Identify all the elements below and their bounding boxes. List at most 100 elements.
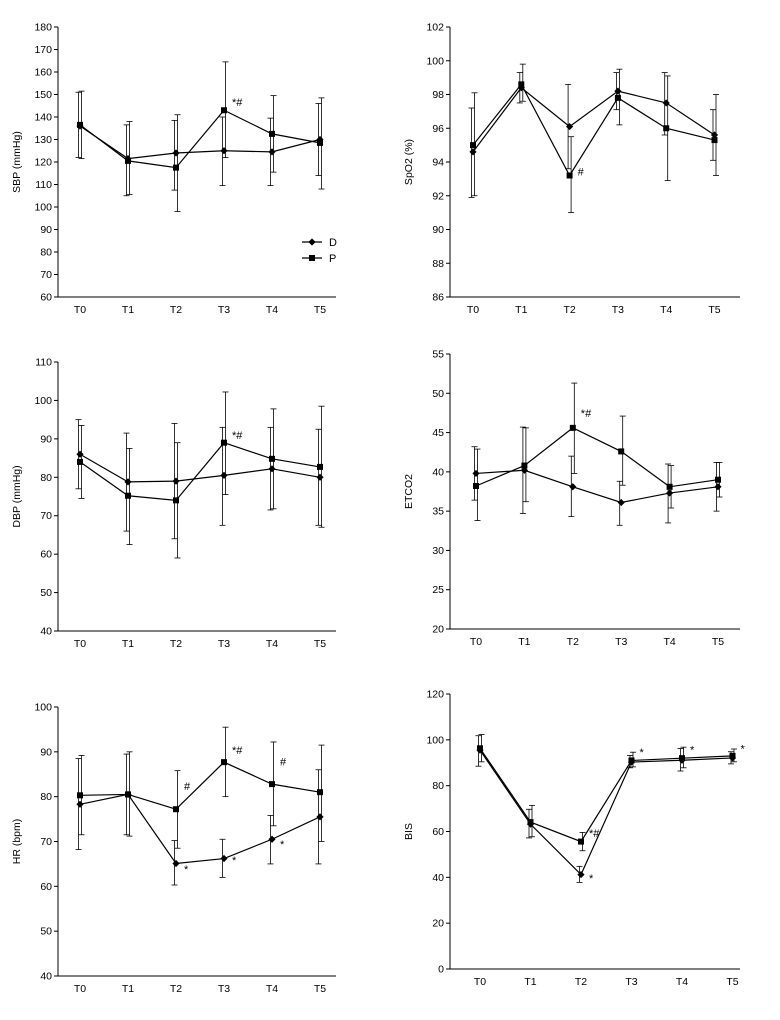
data-point-diamond [566, 122, 574, 131]
y-tick-label: 180 [34, 22, 52, 34]
series-D [75, 91, 324, 197]
legend: DP [302, 237, 337, 265]
series-line [479, 747, 733, 843]
x-tick-label: T2 [170, 638, 182, 650]
series-line [79, 125, 321, 160]
y-tick-label: 70 [40, 836, 52, 848]
data-point-square [679, 755, 685, 762]
y-tick-label: 45 [432, 427, 444, 439]
data-point-diamond [220, 854, 228, 863]
y-tick-label: 96 [432, 123, 444, 135]
legend-marker-square [309, 255, 315, 261]
y-tick-label: 94 [432, 157, 444, 169]
y-tick-label: 100 [34, 702, 52, 714]
data-point-square [477, 745, 483, 752]
y-tick-label: 92 [432, 190, 444, 202]
data-point-square [317, 139, 323, 146]
data-point-square [77, 121, 83, 128]
y-tick-label: 110 [35, 357, 52, 369]
data-point-square [77, 792, 83, 799]
series-P [477, 734, 737, 852]
data-point-diamond [577, 870, 585, 879]
data-point-square [173, 497, 179, 504]
x-tick-label: T4 [663, 636, 675, 648]
significance-annotation: * [184, 864, 189, 876]
y-tick-label: 120 [34, 157, 52, 169]
x-tick-label: T2 [170, 983, 182, 995]
y-tick-label: 30 [432, 545, 444, 557]
data-point-diamond [76, 800, 84, 808]
data-point-square [125, 157, 131, 164]
data-point-square [125, 791, 131, 798]
x-tick-label: T2 [563, 304, 575, 316]
y-axis-label: SpO2 (%) [403, 139, 415, 185]
data-point-square [125, 492, 131, 499]
y-tick-label: 102 [426, 22, 444, 34]
data-point-square [269, 455, 275, 462]
data-point-square [473, 483, 479, 489]
data-point-square [77, 458, 83, 465]
y-tick-label: 0 [438, 964, 444, 976]
chart-panel-4: 20 25 30 35 40 45 50 55 T0 T1 T2 T3 T4 T5 ETCO2 *# [403, 349, 740, 648]
y-axis-label: SBP (mmHg) [11, 131, 23, 193]
significance-annotation: * [280, 839, 285, 851]
y-tick-label: 60 [40, 881, 52, 893]
x-tick-label: T4 [266, 638, 278, 650]
y-tick-label: 60 [40, 292, 52, 304]
x-tick-label: T5 [726, 976, 738, 988]
series-D [471, 426, 722, 526]
y-tick-label: 120 [426, 689, 444, 701]
x-tick-label: T3 [218, 983, 230, 995]
data-point-diamond [172, 859, 180, 868]
significance-annotation: *# [589, 828, 600, 840]
chart-panel-1: 60 70 80 90 100 110 120 130 140 150 160 170 180 T0 T1 T… [11, 22, 336, 316]
y-tick-label: 60 [432, 826, 444, 838]
data-point-square [317, 789, 323, 796]
y-tick-label: 55 [432, 349, 444, 361]
significance-annotation: * [741, 743, 746, 755]
series-line [79, 453, 321, 483]
x-tick-label: T4 [676, 976, 688, 988]
data-point-diamond [569, 483, 577, 491]
data-point-diamond [472, 469, 480, 478]
x-tick-label: T3 [612, 304, 624, 316]
y-tick-label: 60 [40, 549, 52, 561]
data-point-diamond [662, 99, 670, 107]
x-tick-label: T5 [314, 983, 326, 995]
data-point-square [569, 424, 576, 431]
chart-panel-5: 40 50 60 70 80 90 100 T0 T1 T2 T3 T4 T5 HR (bpm) # *# # *… [11, 702, 336, 995]
data-point-diamond [268, 835, 276, 843]
series-line [79, 109, 321, 169]
data-point-diamond [316, 813, 324, 821]
significance-annotation: # [280, 756, 287, 768]
data-point-diamond [220, 471, 228, 479]
x-tick-label: T2 [567, 636, 579, 648]
legend-label: D [329, 237, 337, 249]
y-tick-label: 50 [432, 388, 444, 400]
y-tick-label: 160 [34, 67, 52, 79]
y-tick-label: 20 [432, 918, 444, 930]
significance-annotation: *# [232, 745, 243, 757]
significance-annotation: # [578, 167, 585, 179]
x-tick-label: T3 [625, 976, 637, 988]
x-tick-label: T0 [74, 983, 86, 995]
data-point-square [715, 476, 721, 483]
series-D [75, 753, 324, 886]
series-line [79, 761, 321, 810]
data-point-diamond [268, 148, 276, 156]
y-tick-label: 25 [432, 584, 444, 596]
series-line [79, 793, 321, 865]
significance-annotation: # [184, 781, 191, 793]
data-point-square [269, 130, 275, 137]
data-point-diamond [124, 478, 132, 486]
x-tick-label: T3 [218, 304, 230, 316]
data-point-square [566, 172, 573, 179]
data-point-diamond [614, 87, 622, 95]
y-tick-label: 50 [40, 926, 52, 938]
x-tick-label: T5 [314, 304, 326, 316]
data-point-diamond [517, 84, 525, 92]
series-D [75, 419, 324, 540]
data-point-square [527, 819, 534, 826]
series-P [77, 61, 325, 212]
